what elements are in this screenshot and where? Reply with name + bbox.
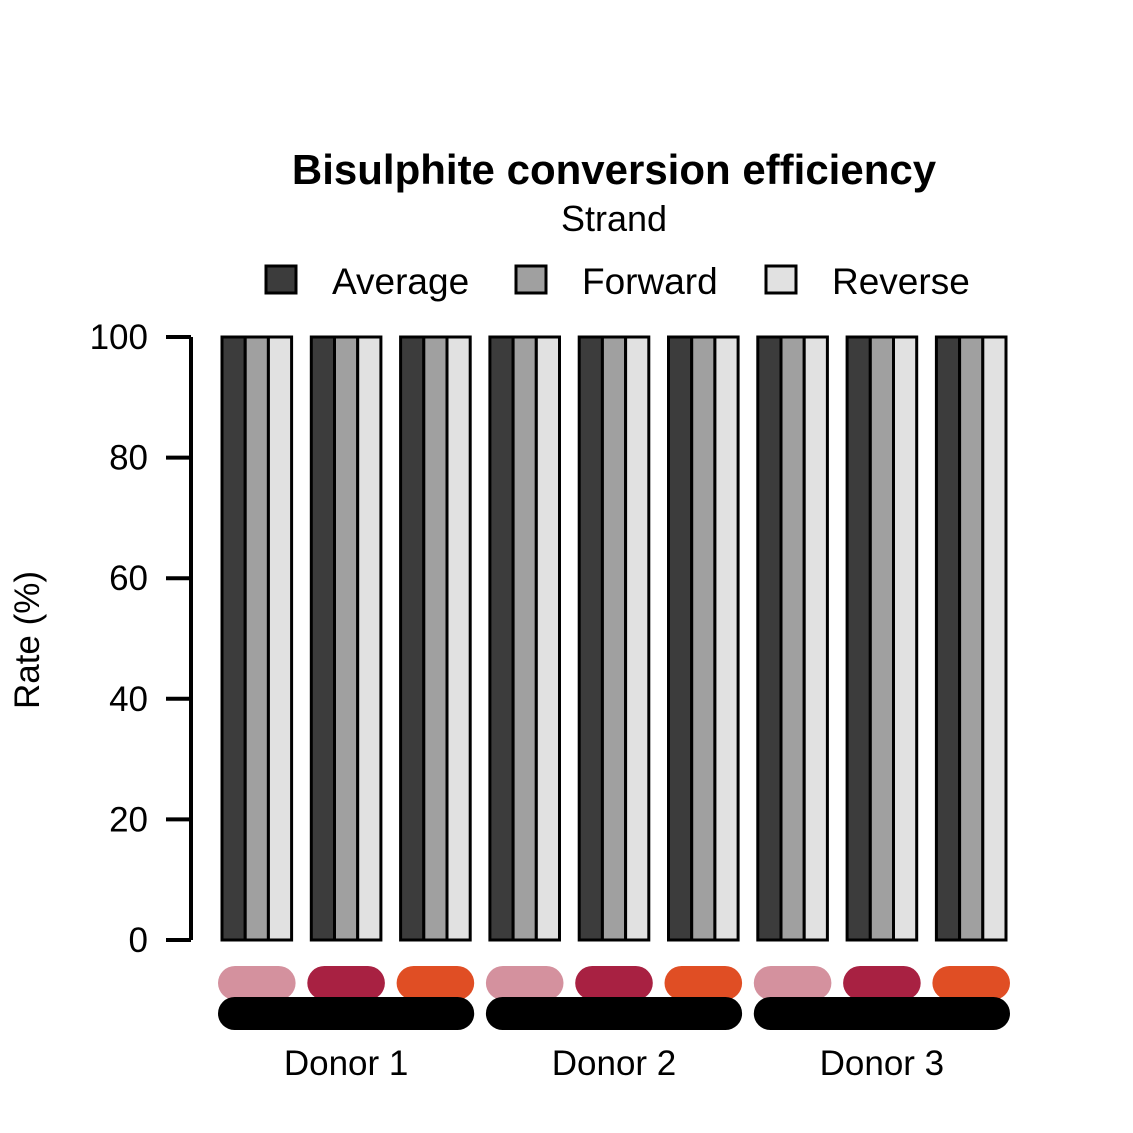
sample-swatch-9 <box>932 966 1010 1000</box>
legend-title: Strand <box>561 198 667 239</box>
bar-sample-1-forward <box>243 335 270 942</box>
y-tick-label-80: 80 <box>109 439 148 478</box>
bar-sample-6-reverse <box>713 335 740 942</box>
bar-sample-6-forward <box>690 335 717 942</box>
legend-swatch-reverse <box>764 264 798 295</box>
bar-sample-4-forward <box>511 335 538 942</box>
bar-sample-4-average <box>488 335 515 942</box>
bar-sample-1-reverse <box>266 335 294 942</box>
bar-sample-7-average <box>756 335 783 942</box>
bar-sample-2-reverse <box>356 335 383 942</box>
bar-sample-7-reverse <box>802 335 829 942</box>
legend-swatch-average <box>264 264 298 295</box>
donor-bar-2 <box>485 997 743 1030</box>
y-axis-label: Rate (%) <box>8 571 47 709</box>
legend-label-forward: Forward <box>582 261 718 302</box>
sample-swatch-2 <box>307 966 385 1000</box>
bar-sample-9-reverse <box>981 335 1008 942</box>
donor-strip: Donor 1 Donor 2 Donor 3 <box>218 997 1010 1083</box>
chart-title: Bisulphite conversion efficiency <box>292 146 937 193</box>
y-tick-label-20: 20 <box>109 800 148 839</box>
bar-sample-2-forward <box>333 335 360 942</box>
sample-swatch-5 <box>575 966 653 1000</box>
legend-swatch-forward <box>514 264 548 295</box>
legend-label-reverse: Reverse <box>832 261 970 302</box>
bar-sample-3-average <box>399 335 426 942</box>
bar-sample-3-reverse <box>445 335 472 942</box>
bar-sample-7-forward <box>779 335 806 942</box>
sample-strip <box>218 966 1010 1000</box>
sample-swatch-1 <box>218 966 296 1000</box>
sample-swatch-7 <box>753 966 832 1000</box>
donor-bar-1 <box>218 997 475 1030</box>
bar-sample-5-forward <box>600 335 628 942</box>
y-tick-label-40: 40 <box>109 680 148 719</box>
bar-sample-8-average <box>845 335 872 942</box>
bar-sample-3-forward <box>422 335 449 942</box>
bar-sample-5-average <box>577 335 604 942</box>
bar-sample-1-average <box>220 335 247 942</box>
sample-swatch-8 <box>843 966 921 1000</box>
donor-label-1: Donor 1 <box>284 1044 409 1083</box>
legend: Average Forward Reverse <box>264 261 970 302</box>
bar-sample-9-forward <box>958 335 985 942</box>
sample-swatch-4 <box>485 966 564 1000</box>
bar-sample-8-forward <box>868 335 895 942</box>
donor-label-2: Donor 2 <box>552 1044 677 1083</box>
legend-label-average: Average <box>332 261 469 302</box>
y-tick-label-60: 60 <box>109 559 148 598</box>
donor-bar-3 <box>753 997 1010 1030</box>
donor-label-3: Donor 3 <box>820 1044 945 1083</box>
y-tick-label-100: 100 <box>90 318 148 357</box>
bar-sample-9-average <box>934 335 962 942</box>
bar-sample-2-average <box>309 335 336 942</box>
bar-sample-4-reverse <box>534 335 561 942</box>
sample-swatch-6 <box>664 966 743 1000</box>
bars <box>220 335 1008 942</box>
bar-sample-8-reverse <box>892 335 919 942</box>
bar-sample-5-reverse <box>624 335 651 942</box>
bar-sample-6-average <box>667 335 694 942</box>
sample-swatch-3 <box>396 966 475 1000</box>
y-axis: 0 20 40 60 80 100 <box>90 318 193 960</box>
y-tick-label-0: 0 <box>129 921 148 960</box>
